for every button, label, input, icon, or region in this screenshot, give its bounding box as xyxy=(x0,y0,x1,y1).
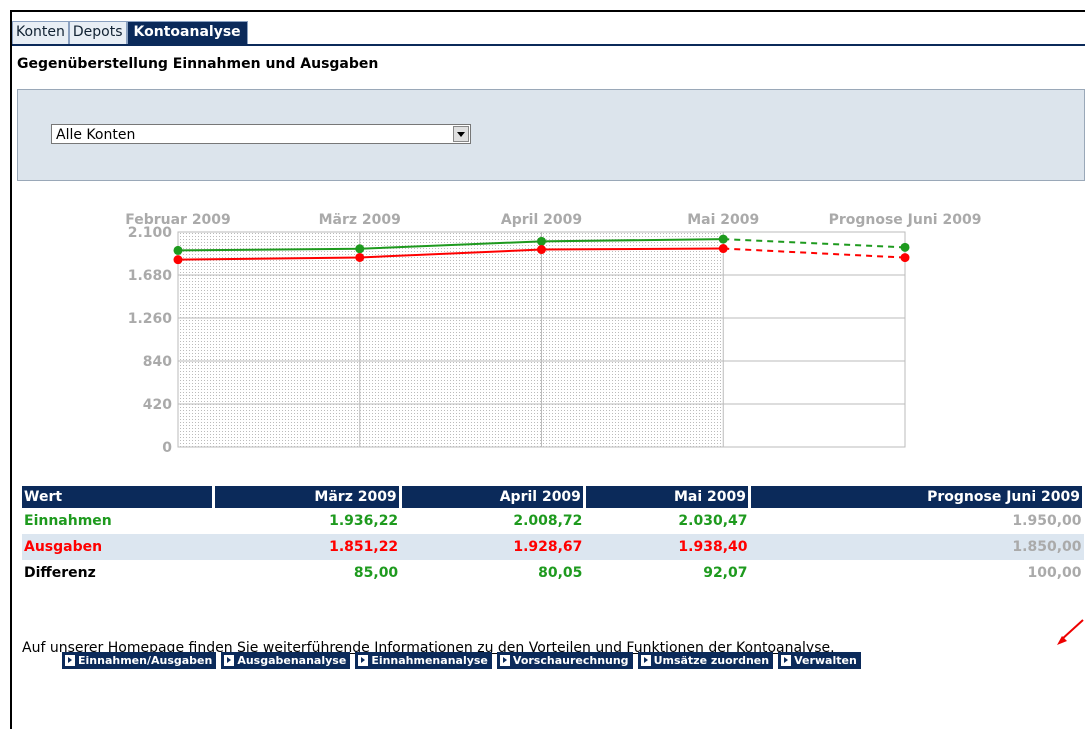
nav-button[interactable]: Einnahmenanalyse xyxy=(355,652,492,669)
red-arrow xyxy=(1057,619,1084,645)
nav-button[interactable]: Einnahmen/Ausgaben xyxy=(62,652,217,669)
button-label: Einnahmen/Ausgaben xyxy=(78,654,213,667)
x-tick-label: April 2009 xyxy=(501,212,582,228)
header-cell: März 2009 xyxy=(213,486,402,508)
nav-button[interactable]: Verwalten xyxy=(778,652,861,669)
table-cell: 80,05 xyxy=(538,565,583,581)
table-row: Einnahmen 1.936,22 2.008,72 2.030,47 1.950,0… xyxy=(22,508,1084,534)
button-icon xyxy=(640,655,651,666)
select-text: Alle Konten xyxy=(56,127,136,143)
button-icon xyxy=(224,655,235,666)
button-icon xyxy=(358,655,369,666)
data-table: Wert März 2009 April 2009 Mai 2009 Prognose … xyxy=(22,486,1085,586)
y-tick-label: 840 xyxy=(143,354,172,370)
tab-active[interactable]: Kontoanalyse xyxy=(126,21,248,44)
point xyxy=(718,234,728,244)
filter-panel: Alle Konten xyxy=(17,89,1085,181)
point xyxy=(900,253,910,263)
tab[interactable]: Konten xyxy=(12,21,69,44)
table-cell: 2.008,72 xyxy=(513,513,583,529)
nav-button[interactable]: Vorschaurechnung xyxy=(496,652,633,669)
button-label: Ausgabenanalyse xyxy=(237,654,347,667)
table-cell: Ausgaben xyxy=(22,534,214,560)
button-label: Umsätze zuordnen xyxy=(653,654,770,667)
table-cell: 1.950,00 xyxy=(1012,513,1082,529)
table-cell: Einnahmen xyxy=(24,513,112,529)
point xyxy=(718,244,728,254)
select-arrow[interactable] xyxy=(453,126,469,142)
button-icon xyxy=(65,655,75,666)
series-line xyxy=(177,247,724,261)
forecast-line xyxy=(723,238,906,249)
point xyxy=(173,255,183,265)
y-tick-label: 420 xyxy=(143,397,172,413)
series-line xyxy=(177,238,724,252)
table-cell: 85,00 xyxy=(353,565,399,581)
button-icon xyxy=(781,655,792,666)
table-cell: 1.936,22 xyxy=(329,513,399,529)
history-area xyxy=(178,232,724,447)
x-tick-label: Prognose Juni 2009 xyxy=(829,212,982,228)
point xyxy=(537,236,546,246)
table-row: Ausgaben 1.851,22 1.928,67 1.938,40 1.850,00 xyxy=(22,534,1084,560)
nav-button[interactable]: Ausgabenanalyse xyxy=(221,652,351,669)
frame xyxy=(10,10,1085,729)
header-cell: Prognose Juni 2009 xyxy=(749,486,1085,508)
point xyxy=(900,242,910,252)
heading: Gegenüberstellung Einnahmen und Ausgaben xyxy=(17,56,379,72)
y-tick-label: 1.260 xyxy=(128,311,173,327)
button-bar: Einnahmen/Ausgaben Ausgabenanalyse Einnahm… xyxy=(62,652,861,669)
x-tick-label: Mai 2009 xyxy=(687,212,759,228)
button-label: Verwalten xyxy=(794,654,857,667)
account-select[interactable]: Alle Konten xyxy=(51,124,471,144)
point xyxy=(537,245,546,255)
button-icon xyxy=(499,655,510,666)
y-tick-label: 1.680 xyxy=(128,268,173,284)
button-label: Vorschaurechnung xyxy=(512,654,629,667)
table-cell: 1.938,40 xyxy=(584,534,750,560)
table-cell: 2.030,47 xyxy=(678,513,748,529)
tab[interactable]: Depots xyxy=(68,21,127,44)
header-cell: Wert xyxy=(22,486,216,508)
point xyxy=(355,244,365,254)
y-tick-label: 2.100 xyxy=(128,225,173,241)
table-cell: 100,00 xyxy=(1027,565,1082,581)
header-cell: Mai 2009 xyxy=(584,486,752,508)
y-tick-label: 0 xyxy=(162,440,172,456)
tabs: Konten Depots Kontoanalyse xyxy=(12,21,248,44)
button-label: Einnahmenanalyse xyxy=(371,654,488,667)
point xyxy=(355,252,365,262)
point xyxy=(173,245,183,255)
table-cell: 1.850,00 xyxy=(749,534,1084,560)
table-cell: 1.851,22 xyxy=(213,534,401,560)
table-row: Differenz 85,00 80,05 92,07 100,00 xyxy=(22,560,1084,586)
table-cell: Differenz xyxy=(24,565,96,581)
tab-line xyxy=(12,44,1085,46)
table-cell: 1.928,67 xyxy=(400,534,585,560)
x-tick-label: März 2009 xyxy=(319,212,401,228)
nav-button[interactable]: Umsätze zuordnen xyxy=(637,652,774,669)
x-tick-label: Februar 2009 xyxy=(125,212,231,228)
forecast-line xyxy=(723,247,906,259)
header-cell: April 2009 xyxy=(400,486,586,508)
table-cell: 92,07 xyxy=(703,565,748,581)
